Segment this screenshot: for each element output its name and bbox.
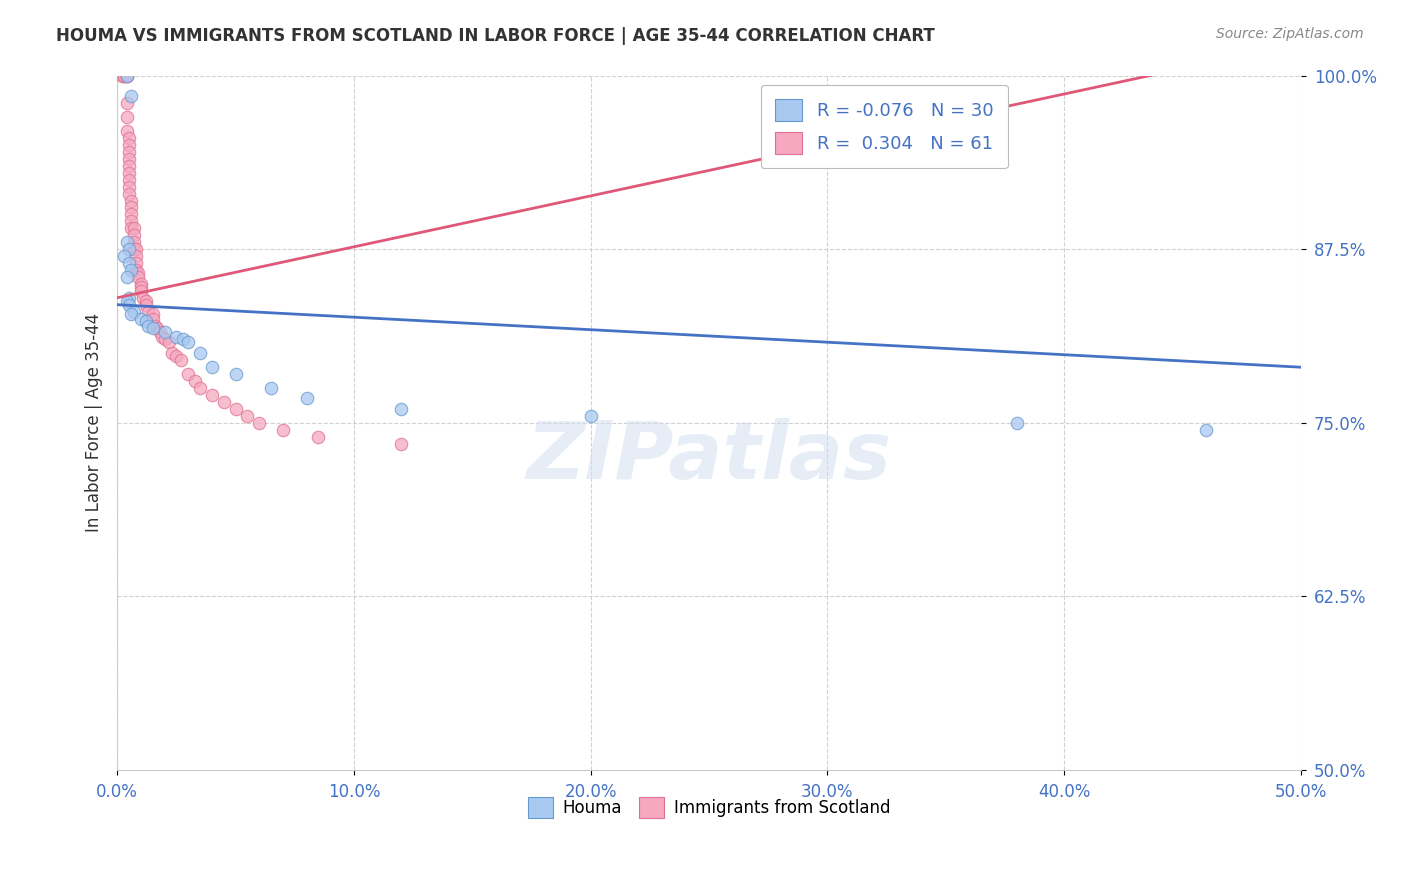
Point xyxy=(136,304,159,318)
Point xyxy=(142,321,165,335)
Point xyxy=(129,279,152,293)
Text: ZIPatlas: ZIPatlas xyxy=(526,418,891,497)
Point xyxy=(389,436,412,450)
Point xyxy=(153,326,176,340)
Point xyxy=(177,335,200,350)
Point xyxy=(118,186,141,201)
Point xyxy=(271,423,294,437)
Point xyxy=(177,367,200,381)
Point xyxy=(122,235,145,250)
Point xyxy=(115,96,138,111)
Point xyxy=(111,69,134,83)
Point xyxy=(129,284,152,298)
Text: HOUMA VS IMMIGRANTS FROM SCOTLAND IN LABOR FORCE | AGE 35-44 CORRELATION CHART: HOUMA VS IMMIGRANTS FROM SCOTLAND IN LAB… xyxy=(56,27,935,45)
Point xyxy=(136,318,159,333)
Point xyxy=(120,89,142,103)
Point xyxy=(165,349,187,363)
Point xyxy=(118,291,141,305)
Point xyxy=(153,333,176,347)
Point xyxy=(115,235,138,250)
Point xyxy=(135,298,157,312)
Point xyxy=(115,69,138,83)
Point xyxy=(122,221,145,235)
Point xyxy=(115,69,138,83)
Point xyxy=(120,207,142,221)
Point xyxy=(120,194,142,208)
Point xyxy=(129,311,152,326)
Point xyxy=(201,388,224,402)
Point xyxy=(307,430,329,444)
Legend: Houma, Immigrants from Scotland: Houma, Immigrants from Scotland xyxy=(522,790,897,824)
Point xyxy=(112,69,135,83)
Point xyxy=(120,221,142,235)
Point xyxy=(389,401,412,416)
Point xyxy=(157,335,180,350)
Point xyxy=(188,346,211,360)
Point xyxy=(122,304,145,318)
Point xyxy=(170,353,193,368)
Point xyxy=(118,242,141,256)
Point xyxy=(225,401,247,416)
Point xyxy=(120,214,142,228)
Point xyxy=(172,333,194,347)
Point xyxy=(118,138,141,153)
Point xyxy=(125,249,148,263)
Point xyxy=(188,381,211,395)
Point xyxy=(149,326,172,340)
Point xyxy=(115,110,138,124)
Point xyxy=(260,381,283,395)
Point xyxy=(132,291,155,305)
Point xyxy=(225,367,247,381)
Point xyxy=(125,256,148,270)
Point xyxy=(118,145,141,159)
Point xyxy=(201,360,224,375)
Point xyxy=(120,263,142,277)
Point xyxy=(125,242,148,256)
Point xyxy=(160,346,183,360)
Point xyxy=(184,374,207,388)
Point xyxy=(142,311,165,326)
Point xyxy=(579,409,602,423)
Point xyxy=(125,263,148,277)
Point xyxy=(118,298,141,312)
Point xyxy=(135,314,157,328)
Point xyxy=(118,172,141,186)
Point xyxy=(115,293,138,308)
Point xyxy=(128,269,150,284)
Point xyxy=(115,124,138,138)
Point xyxy=(146,321,169,335)
Text: Source: ZipAtlas.com: Source: ZipAtlas.com xyxy=(1216,27,1364,41)
Point xyxy=(112,249,135,263)
Point xyxy=(118,256,141,270)
Point xyxy=(118,179,141,194)
Point xyxy=(120,307,142,321)
Point xyxy=(236,409,259,423)
Point xyxy=(295,391,318,405)
Point xyxy=(122,228,145,243)
Point xyxy=(128,266,150,280)
Point xyxy=(120,201,142,215)
Point xyxy=(247,416,270,430)
Point xyxy=(118,166,141,180)
Point xyxy=(115,269,138,284)
Point xyxy=(118,159,141,173)
Point xyxy=(122,242,145,256)
Point xyxy=(118,131,141,145)
Point xyxy=(135,293,157,308)
Point xyxy=(143,318,166,333)
Point xyxy=(118,152,141,166)
Point xyxy=(112,69,135,83)
Point xyxy=(142,307,165,321)
Point xyxy=(212,395,235,409)
Point xyxy=(115,69,138,83)
Point xyxy=(129,277,152,291)
Point xyxy=(150,329,173,343)
Y-axis label: In Labor Force | Age 35-44: In Labor Force | Age 35-44 xyxy=(86,313,103,533)
Point xyxy=(1195,423,1218,437)
Point xyxy=(1005,416,1028,430)
Point xyxy=(165,329,187,343)
